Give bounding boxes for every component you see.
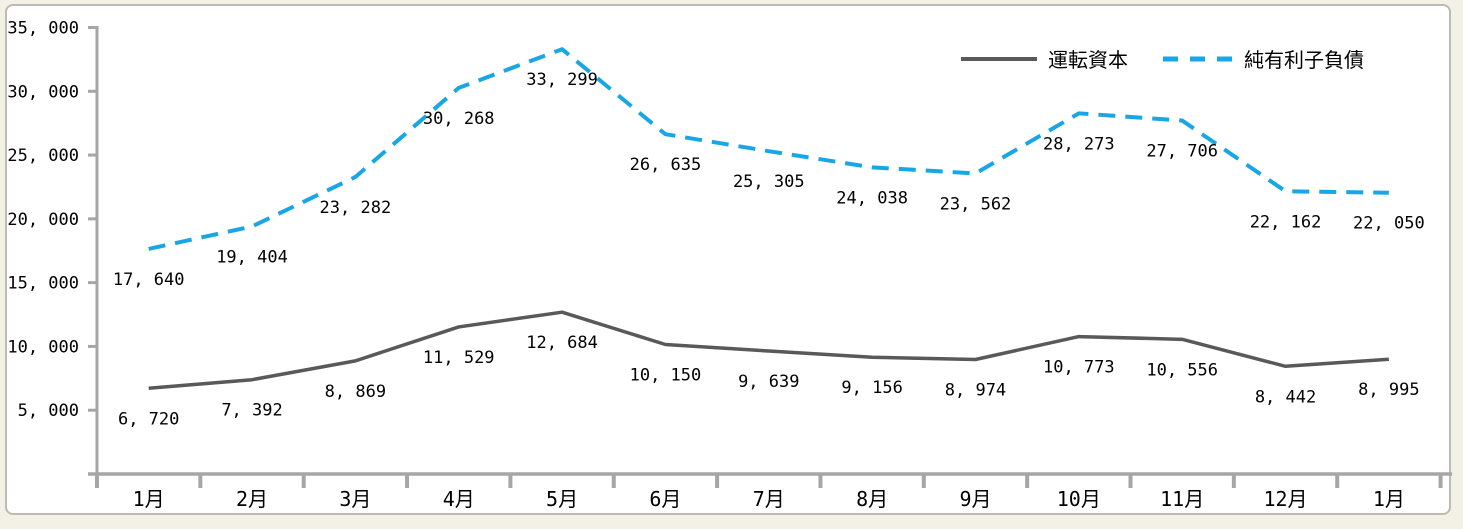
data-label-working-capital: 11, 529 — [423, 348, 495, 368]
data-label-working-capital: 8, 442 — [1255, 387, 1316, 407]
y-axis-tick-label: 25, 000 — [7, 146, 79, 166]
data-label-net-debt: 22, 050 — [1353, 214, 1425, 234]
working-capital-line — [148, 310, 1389, 391]
x-axis-category-label: 5月 — [546, 487, 578, 511]
data-label-working-capital: 6, 720 — [118, 409, 179, 429]
data-label-working-capital: 9, 156 — [841, 378, 902, 398]
dashed-line-swatch-icon — [1163, 56, 1233, 61]
data-label-net-debt: 17, 640 — [113, 270, 185, 290]
y-axis-tick-label: 35, 000 — [7, 19, 79, 39]
data-label-working-capital: 10, 150 — [630, 366, 702, 386]
data-label-working-capital: 9, 639 — [738, 372, 799, 392]
chart-legend: 運転資本 純有利子負債 — [960, 44, 1364, 73]
x-axis-category-label: 2月 — [236, 487, 268, 511]
x-axis-category-label: 1月 — [1373, 487, 1405, 511]
data-label-working-capital: 12, 684 — [526, 333, 598, 353]
x-axis-category-label: 3月 — [339, 487, 371, 511]
solid-line-swatch-icon — [961, 56, 1037, 61]
data-label-net-debt: 30, 268 — [423, 109, 495, 129]
x-axis-category-label: 6月 — [649, 487, 681, 511]
data-label-net-debt: 33, 299 — [526, 70, 598, 90]
x-axis-category-label: 4月 — [443, 487, 475, 511]
x-axis-category-label: 1月 — [133, 487, 165, 511]
legend-item-working-capital: 運転資本 — [960, 44, 1128, 73]
data-label-working-capital: 10, 773 — [1043, 358, 1115, 378]
data-label-net-debt: 19, 404 — [216, 247, 288, 267]
net-debt-line — [148, 47, 1389, 251]
x-axis-category-label: 11月 — [1160, 487, 1204, 511]
data-label-working-capital: 8, 869 — [325, 382, 386, 402]
data-label-net-debt: 27, 706 — [1146, 142, 1218, 162]
x-axis-category-label: 12月 — [1263, 487, 1307, 511]
data-label-net-debt: 28, 273 — [1043, 134, 1115, 154]
legend-label-net-debt: 純有利子負債 — [1244, 48, 1364, 72]
x-axis-category-label: 10月 — [1057, 487, 1101, 511]
data-label-net-debt: 23, 562 — [940, 194, 1012, 214]
legend-label-working-capital: 運転資本 — [1048, 48, 1128, 72]
data-label-net-debt: 25, 305 — [733, 172, 805, 192]
y-axis-tick-label: 15, 000 — [7, 274, 79, 294]
data-label-net-debt: 24, 038 — [836, 188, 908, 208]
data-label-working-capital: 10, 556 — [1146, 360, 1218, 380]
y-axis-tick-label: 20, 000 — [7, 210, 79, 230]
data-label-net-debt: 23, 282 — [320, 198, 392, 218]
y-axis-tick-label: 10, 000 — [7, 337, 79, 357]
data-label-net-debt: 22, 162 — [1250, 212, 1322, 232]
data-label-working-capital: 8, 995 — [1358, 380, 1419, 400]
data-label-working-capital: 8, 974 — [945, 381, 1006, 401]
x-axis-category-label: 7月 — [753, 487, 785, 511]
data-label-working-capital: 7, 392 — [221, 401, 282, 421]
x-axis-category-label: 8月 — [856, 487, 888, 511]
legend-item-net-debt: 純有利子負債 — [1162, 44, 1364, 73]
y-axis-tick-label: 30, 000 — [7, 82, 79, 102]
x-axis-category-label: 9月 — [959, 487, 991, 511]
chart-frame — [5, 4, 1451, 515]
data-label-net-debt: 26, 635 — [630, 155, 702, 175]
y-axis-tick-label: 5, 000 — [18, 401, 79, 421]
